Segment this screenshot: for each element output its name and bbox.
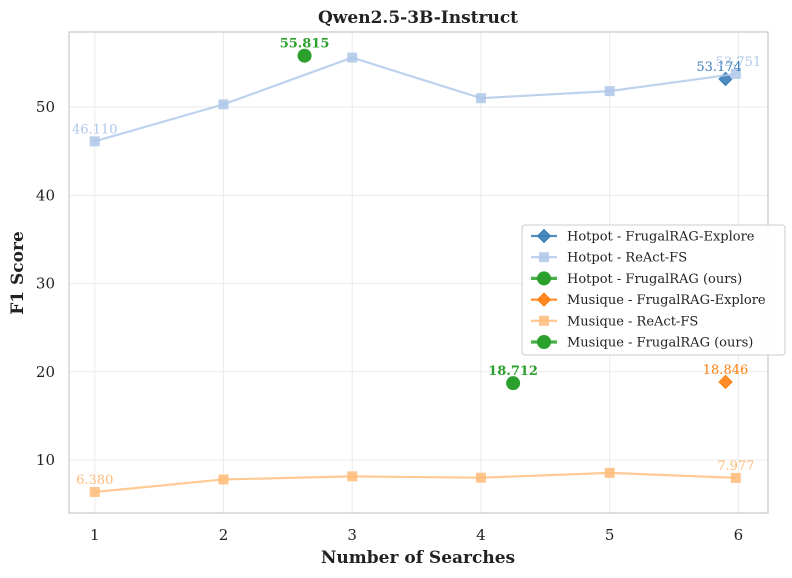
data-point [297,48,312,63]
data-label: 55.815 [280,37,330,52]
x-tick-label: 5 [605,526,615,544]
y-tick-label: 30 [36,275,55,293]
legend-item: Musique - FrugalRAG-Explore [531,292,766,308]
data-point [475,472,486,483]
legend-item: Hotpot - FrugalRAG (ours) [531,271,742,287]
series-4 [718,374,733,390]
legend-box [521,224,786,356]
legend-label: Hotpot - FrugalRAG-Explore [567,230,755,245]
data-label: 6.380 [76,473,113,488]
data-point [506,376,521,391]
series-6 [506,376,521,391]
data-point [218,474,229,485]
data-point [218,99,229,110]
data-point [347,471,358,482]
legend-item: Hotpot - ReAct-FS [531,251,687,266]
legend-marker [536,292,552,307]
x-tick-label: 4 [476,526,486,544]
data-point [718,374,733,390]
series-layer [89,48,741,497]
legend: Hotpot - FrugalRAG-Explore Hotpot - ReAct… [521,224,786,356]
data-label: 7.977 [717,459,754,474]
data-point [730,472,741,483]
x-tick-label: 3 [347,526,357,544]
series-2 [89,52,741,147]
data-label: 18.846 [703,363,749,378]
x-axis-label: Number of Searches [321,548,515,568]
data-point [347,52,358,63]
legend-marker [537,335,551,349]
data-label: 53.174 [696,60,742,75]
data-point [89,486,100,497]
tick-labels: 1 2 3 4 5 6 10 20 30 40 50 [36,98,743,544]
y-tick-label: 20 [36,363,55,381]
series-line [94,471,736,494]
series-5 [89,467,741,497]
legend-marker [539,252,549,263]
data-point [604,86,615,97]
legend-label: Hotpot - FrugalRAG (ours) [567,272,742,287]
data-point [89,136,100,147]
series-3 [297,48,312,63]
legend-item: Musique - FrugalRAG (ours) [531,335,753,351]
data-point [730,68,741,79]
data-label: 18.712 [488,364,538,379]
legend-label: Hotpot - ReAct-FS [567,251,687,266]
data-labels: 53.174 46.110 53.751 55.815 18.846 6.380 7.977… [72,37,761,488]
data-label: 46.110 [72,122,118,137]
legend-label: Musique - ReAct-FS [567,314,698,329]
y-axis-label: F1 Score [8,231,28,315]
y-tick-label: 50 [36,98,55,116]
y-tick-label: 10 [36,451,55,469]
data-point [475,93,486,104]
y-tick-label: 40 [36,186,55,204]
data-label: 53.751 [716,55,762,70]
legend-marker [536,228,552,244]
x-tick-label: 1 [90,526,100,544]
grid [69,32,768,513]
legend-item: Hotpot - FrugalRAG-Explore [531,228,755,245]
legend-marker [537,271,551,286]
series-line [94,56,736,143]
legend-marker [539,315,549,326]
chart-title: Qwen2.5-3B-Instruct [318,8,518,28]
legend-label: Musique - FrugalRAG-Explore [567,293,766,308]
x-tick-label: 6 [734,526,744,544]
data-point [604,467,615,478]
legend-item: Musique - ReAct-FS [531,314,698,329]
legend-label: Musique - FrugalRAG (ours) [567,336,753,351]
x-tick-label: 2 [219,526,229,544]
